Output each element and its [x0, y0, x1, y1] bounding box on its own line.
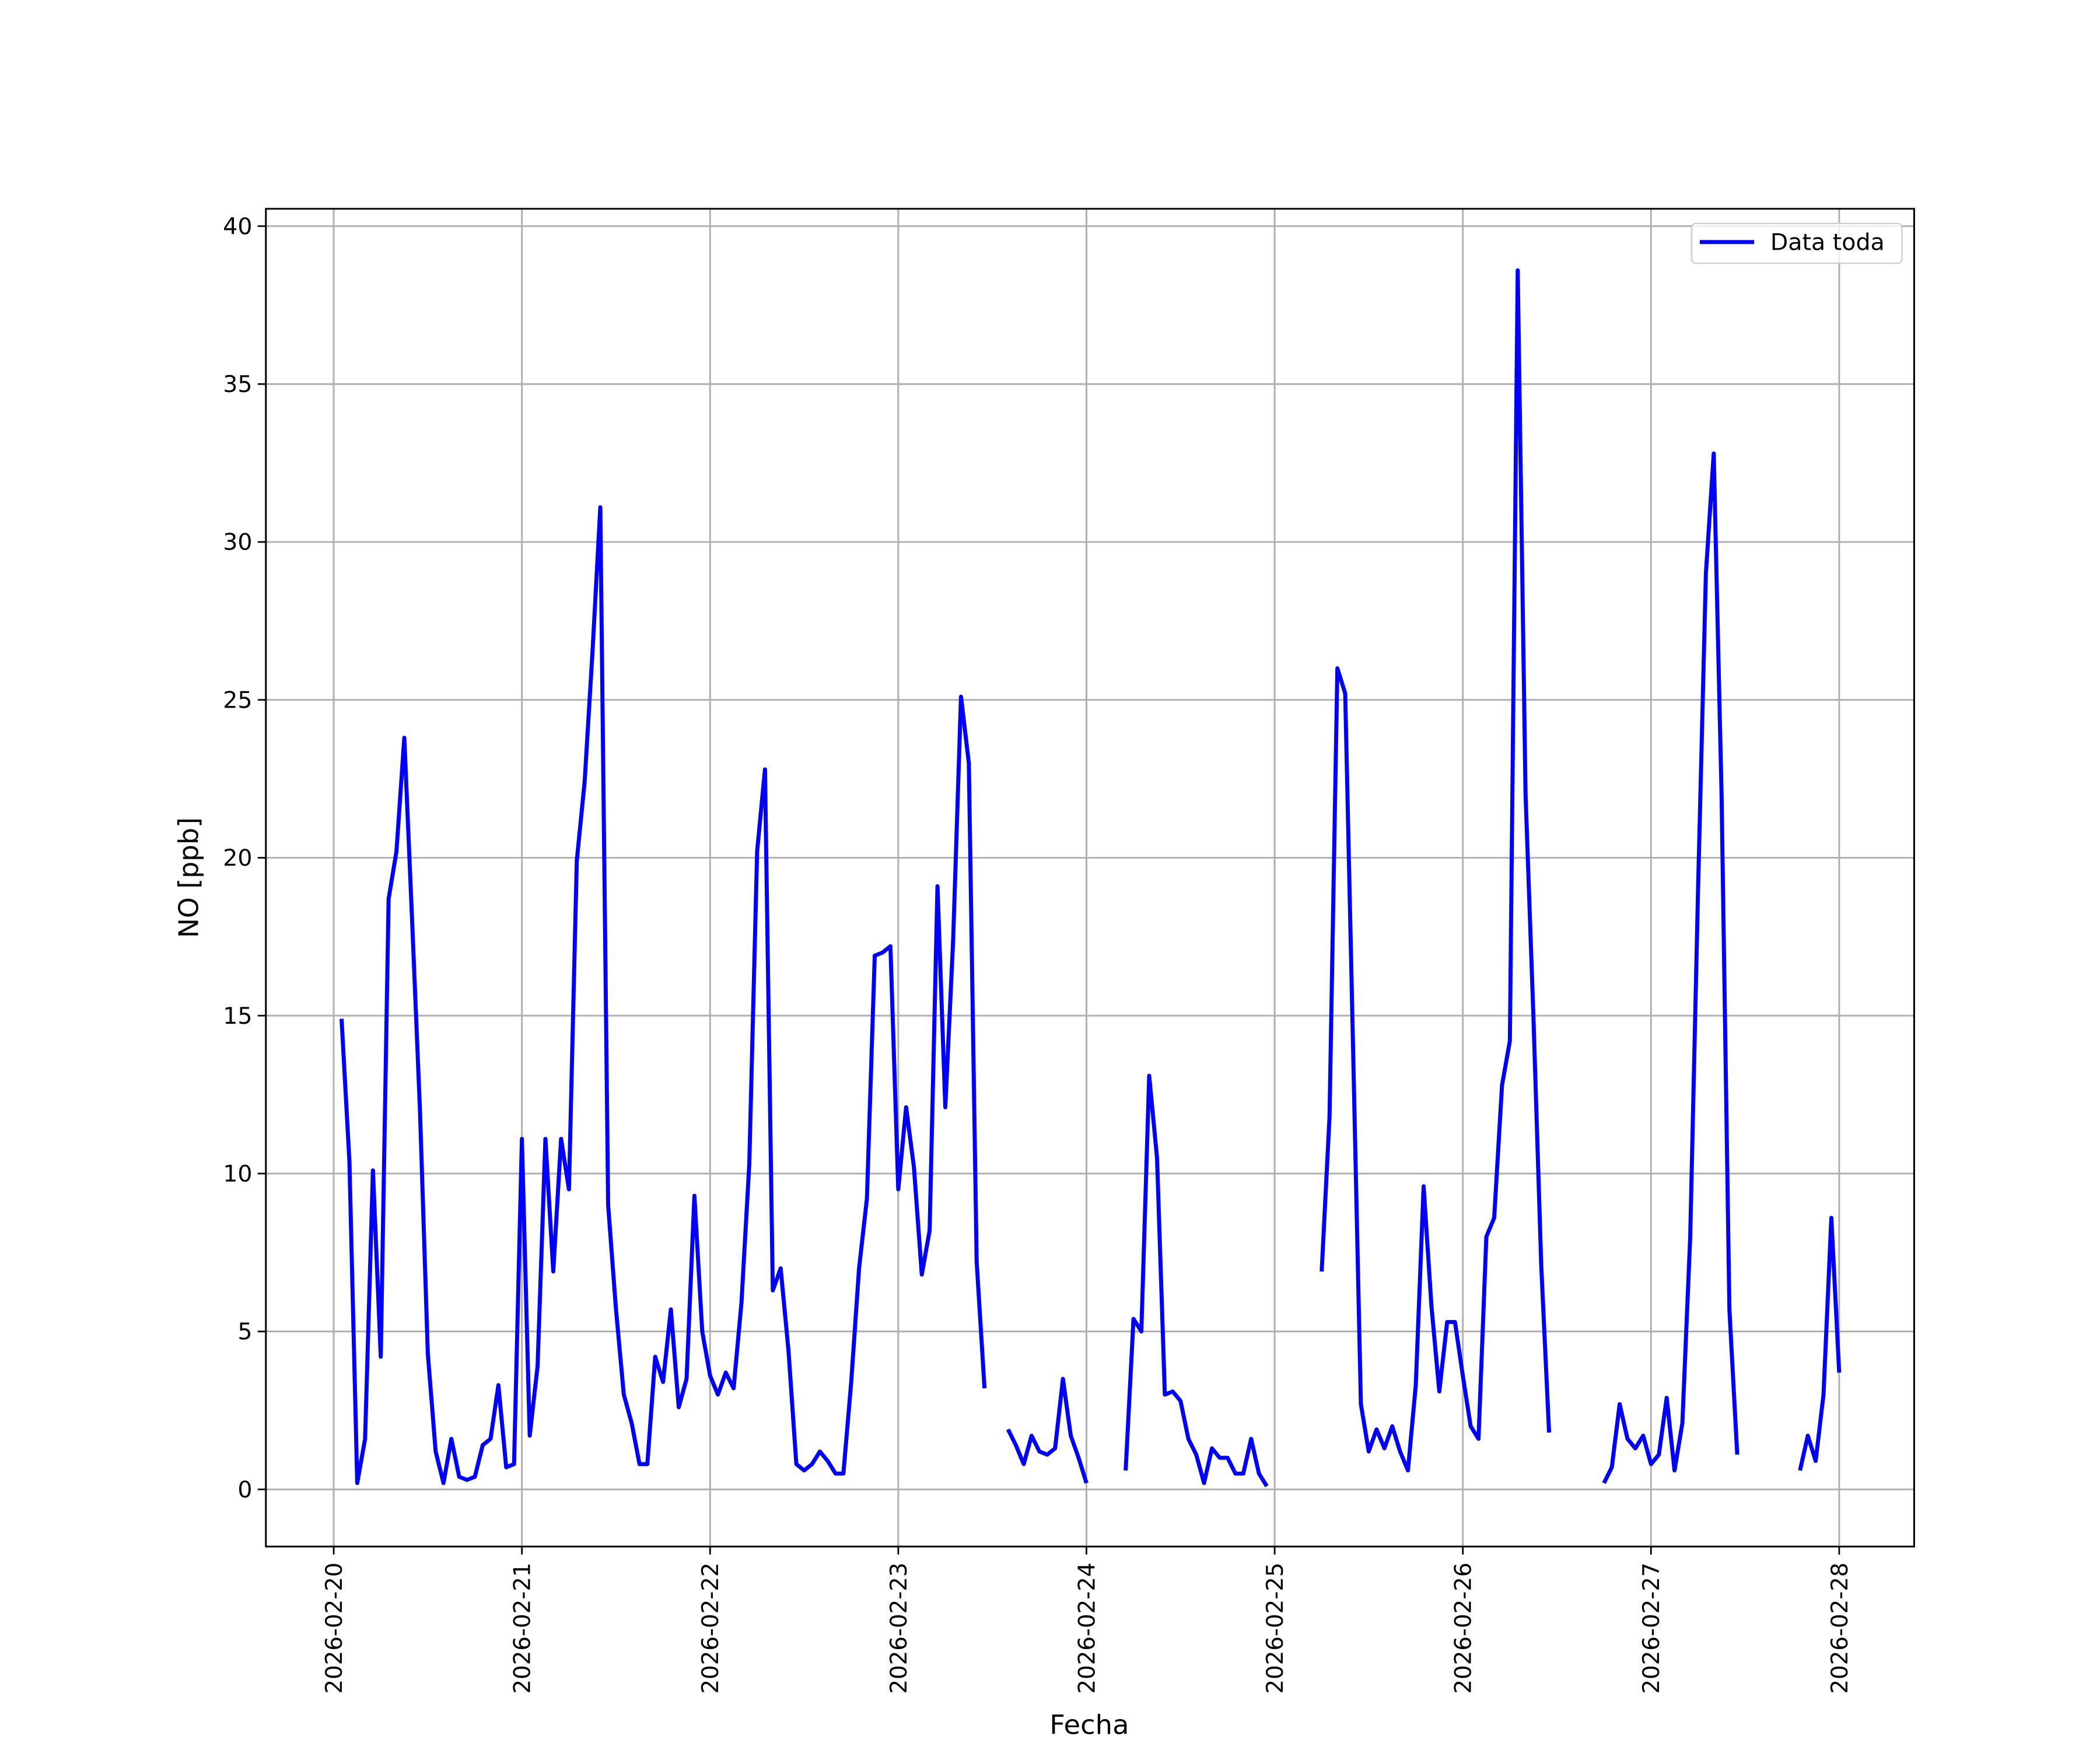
x-tick-label: 2026-02-24 [1074, 1563, 1100, 1694]
y-tick-label: 10 [223, 1161, 252, 1188]
x-tick-label: 2026-02-25 [1262, 1563, 1289, 1694]
y-tick-label: 15 [223, 1003, 252, 1030]
y-axis-label: NO [ppb] [173, 817, 205, 938]
y-tick-label: 25 [223, 688, 252, 714]
y-tick-label: 5 [237, 1320, 252, 1346]
x-tick-label: 2026-02-28 [1826, 1563, 1853, 1694]
y-tick-label: 30 [223, 530, 252, 556]
y-tick-label: 35 [223, 372, 252, 398]
y-tick-label: 20 [223, 845, 252, 872]
data-line [340, 268, 1842, 1488]
x-tick-label: 2026-02-20 [321, 1563, 348, 1694]
x-tick-label: 2026-02-26 [1450, 1563, 1476, 1694]
plot-frame [265, 208, 1915, 1548]
y-tick-label: 0 [237, 1477, 252, 1503]
x-tick-label: 2026-02-21 [509, 1563, 536, 1694]
x-axis-label: Fecha [1049, 1709, 1129, 1740]
legend-label: Data toda [1770, 230, 1885, 256]
y-tick-label: 40 [223, 214, 252, 240]
legend: Data toda [1690, 222, 1903, 264]
legend-box [1690, 222, 1903, 264]
x-tick-label: 2026-02-22 [698, 1563, 724, 1694]
x-tick-label: 2026-02-23 [886, 1563, 912, 1694]
x-tick-label: 2026-02-27 [1639, 1563, 1665, 1694]
